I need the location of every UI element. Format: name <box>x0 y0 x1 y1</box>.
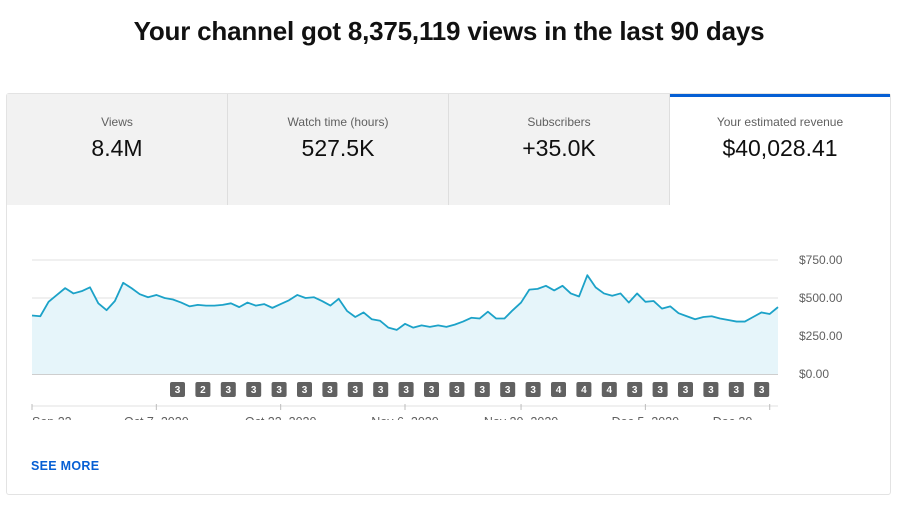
event-marker-label: 3 <box>429 385 435 396</box>
x-tick-label: Dec 5, 2020 <box>612 415 679 420</box>
x-tick-label: Nov 20, 2020 <box>484 415 558 420</box>
y-tick-label: $750.00 <box>799 253 843 267</box>
tab-revenue-label: Your estimated revenue <box>670 115 890 129</box>
event-marker-label: 3 <box>327 385 333 396</box>
see-more-link[interactable]: SEE MORE <box>31 459 99 473</box>
tab-estimated-revenue[interactable]: Your estimated revenue $40,028.41 <box>670 94 890 205</box>
event-marker-label: 3 <box>175 385 181 396</box>
event-marker-label: 3 <box>403 385 409 396</box>
y-tick-label: $500.00 <box>799 291 843 305</box>
event-marker-label: 3 <box>251 385 257 396</box>
event-marker-label: 3 <box>759 385 765 396</box>
event-marker-label: 3 <box>708 385 714 396</box>
event-marker-label: 3 <box>378 385 384 396</box>
event-marker-label: 3 <box>302 385 308 396</box>
x-tick-label: Sep 22, ... <box>32 415 89 420</box>
tab-subscribers[interactable]: Subscribers +35.0K <box>449 94 670 205</box>
event-marker-label: 4 <box>556 385 562 396</box>
tab-views[interactable]: Views 8.4M <box>7 94 228 205</box>
event-marker-label: 3 <box>454 385 460 396</box>
x-tick-label: Dec 20, ... <box>713 415 770 420</box>
x-tick-label: Nov 6, 2020 <box>371 415 438 420</box>
tab-views-label: Views <box>7 115 227 129</box>
event-marker-label: 3 <box>226 385 232 396</box>
event-marker-label: 3 <box>683 385 689 396</box>
y-tick-label: $0.00 <box>799 367 829 381</box>
event-marker-label: 3 <box>505 385 511 396</box>
event-marker-label: 3 <box>657 385 663 396</box>
metric-tabs: Views 8.4M Watch time (hours) 527.5K Sub… <box>7 94 890 205</box>
event-marker-label: 3 <box>530 385 536 396</box>
analytics-card: Views 8.4M Watch time (hours) 527.5K Sub… <box>6 93 891 495</box>
tab-watch-time-label: Watch time (hours) <box>228 115 448 129</box>
event-marker-label: 2 <box>200 385 206 396</box>
tab-watch-time-value: 527.5K <box>228 135 448 162</box>
tab-views-value: 8.4M <box>7 135 227 162</box>
event-marker-label: 3 <box>632 385 638 396</box>
revenue-chart: $750.00 $500.00 $250.00 $0.00 3 2 3 3 3 3 3 3 3 3 3 3 3 3… <box>7 205 890 420</box>
x-tick-label: Oct 22, 2020 <box>245 415 317 420</box>
tab-subscribers-label: Subscribers <box>449 115 669 129</box>
event-marker-label: 4 <box>581 385 587 396</box>
y-tick-label: $250.00 <box>799 329 843 343</box>
event-marker-label: 3 <box>480 385 486 396</box>
x-tick-label: Oct 7, 2020 <box>124 415 189 420</box>
tab-watch-time[interactable]: Watch time (hours) 527.5K <box>228 94 449 205</box>
page-headline: Your channel got 8,375,119 views in the … <box>0 16 898 47</box>
tab-revenue-value: $40,028.41 <box>670 135 890 162</box>
event-marker-label: 3 <box>276 385 282 396</box>
event-marker-label: 3 <box>353 385 359 396</box>
tab-subscribers-value: +35.0K <box>449 135 669 162</box>
event-marker-label: 4 <box>607 385 613 396</box>
event-marker-label: 3 <box>734 385 740 396</box>
